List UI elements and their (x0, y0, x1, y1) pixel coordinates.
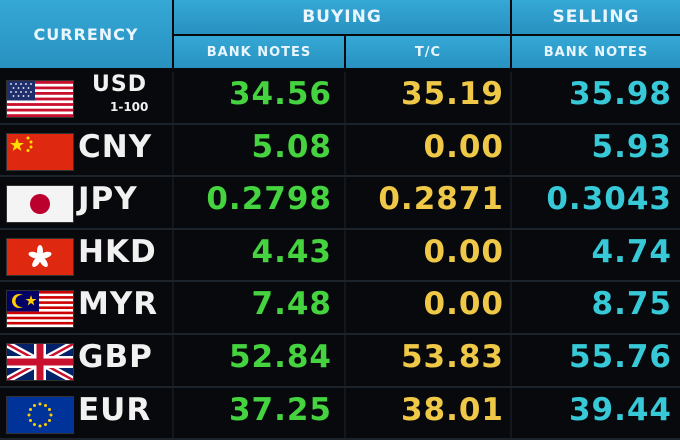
malaysia-flag-icon (6, 290, 74, 329)
buy-tc-rate: 0.00 (423, 128, 504, 165)
buy-bank-notes-rate: 52.84 (228, 338, 332, 375)
buy-tc-rate: 38.01 (400, 391, 504, 428)
column-divider (510, 72, 512, 440)
uk-flag-icon (6, 342, 74, 381)
sell-bank-notes-rate: 4.74 (591, 233, 672, 270)
buy-bank-notes-rate: 34.56 (228, 76, 332, 112)
china-flag-icon (6, 132, 74, 171)
rate-row-usd: USD 1-100 34.56 35.19 35.98 (0, 72, 680, 125)
currency-code: JPY (78, 181, 138, 218)
japan-flag-icon (6, 185, 74, 224)
rate-row-myr: MYR 7.48 0.00 8.75 (0, 282, 680, 335)
currency-code: USD (92, 72, 147, 97)
selling-header: SELLING (512, 0, 680, 34)
sell-bank-notes-rate: 0.3043 (546, 181, 672, 218)
buy-bank-notes-rate: 37.25 (228, 391, 332, 428)
buy-bank-notes-rate: 4.43 (251, 233, 332, 270)
rate-row-jpy: JPY 0.2798 0.2871 0.3043 (0, 177, 680, 230)
buying-bank-notes-header: BANK NOTES (174, 36, 344, 68)
rate-row-hkd: HKD 4.43 0.00 4.74 (0, 230, 680, 283)
buy-tc-rate: 0.00 (423, 286, 504, 323)
sell-bank-notes-rate: 8.75 (591, 286, 672, 323)
currency-header: CURRENCY (0, 0, 172, 68)
buy-bank-notes-rate: 5.08 (251, 128, 332, 165)
sell-bank-notes-rate: 39.44 (568, 391, 672, 428)
sell-bank-notes-rate: 5.93 (591, 128, 672, 165)
buying-tc-header: T/C (346, 36, 510, 68)
buy-bank-notes-rate: 7.48 (251, 286, 332, 323)
currency-code: EUR (78, 391, 152, 428)
currency-code: HKD (78, 233, 157, 270)
hong-kong-flag-icon (6, 237, 74, 276)
sell-bank-notes-rate: 55.76 (568, 338, 672, 375)
rate-row-gbp: GBP 52.84 53.83 55.76 (0, 335, 680, 388)
rate-rows: USD 1-100 34.56 35.19 35.98 CNY 5.08 0.0… (0, 72, 680, 440)
buying-header: BUYING (174, 0, 510, 34)
rate-row-eur: EUR 37.25 38.01 39.44 (0, 388, 680, 440)
rate-row-cny: CNY 5.08 0.00 5.93 (0, 125, 680, 178)
eu-flag-icon (6, 395, 74, 434)
currency-code: GBP (78, 338, 153, 375)
column-divider (172, 72, 174, 440)
buy-tc-rate: 53.83 (400, 338, 504, 375)
buy-tc-rate: 0.00 (423, 233, 504, 270)
sell-bank-notes-rate: 35.98 (568, 76, 672, 112)
buy-tc-rate: 0.2871 (378, 181, 504, 218)
column-divider (344, 72, 346, 440)
selling-bank-notes-header: BANK NOTES (512, 36, 680, 68)
buy-bank-notes-rate: 0.2798 (206, 181, 332, 218)
currency-code: MYR (78, 286, 159, 323)
us-flag-icon (6, 80, 74, 118)
currency-code: CNY (78, 128, 153, 165)
buy-tc-rate: 35.19 (400, 76, 504, 112)
currency-unit: 1-100 (110, 100, 149, 114)
